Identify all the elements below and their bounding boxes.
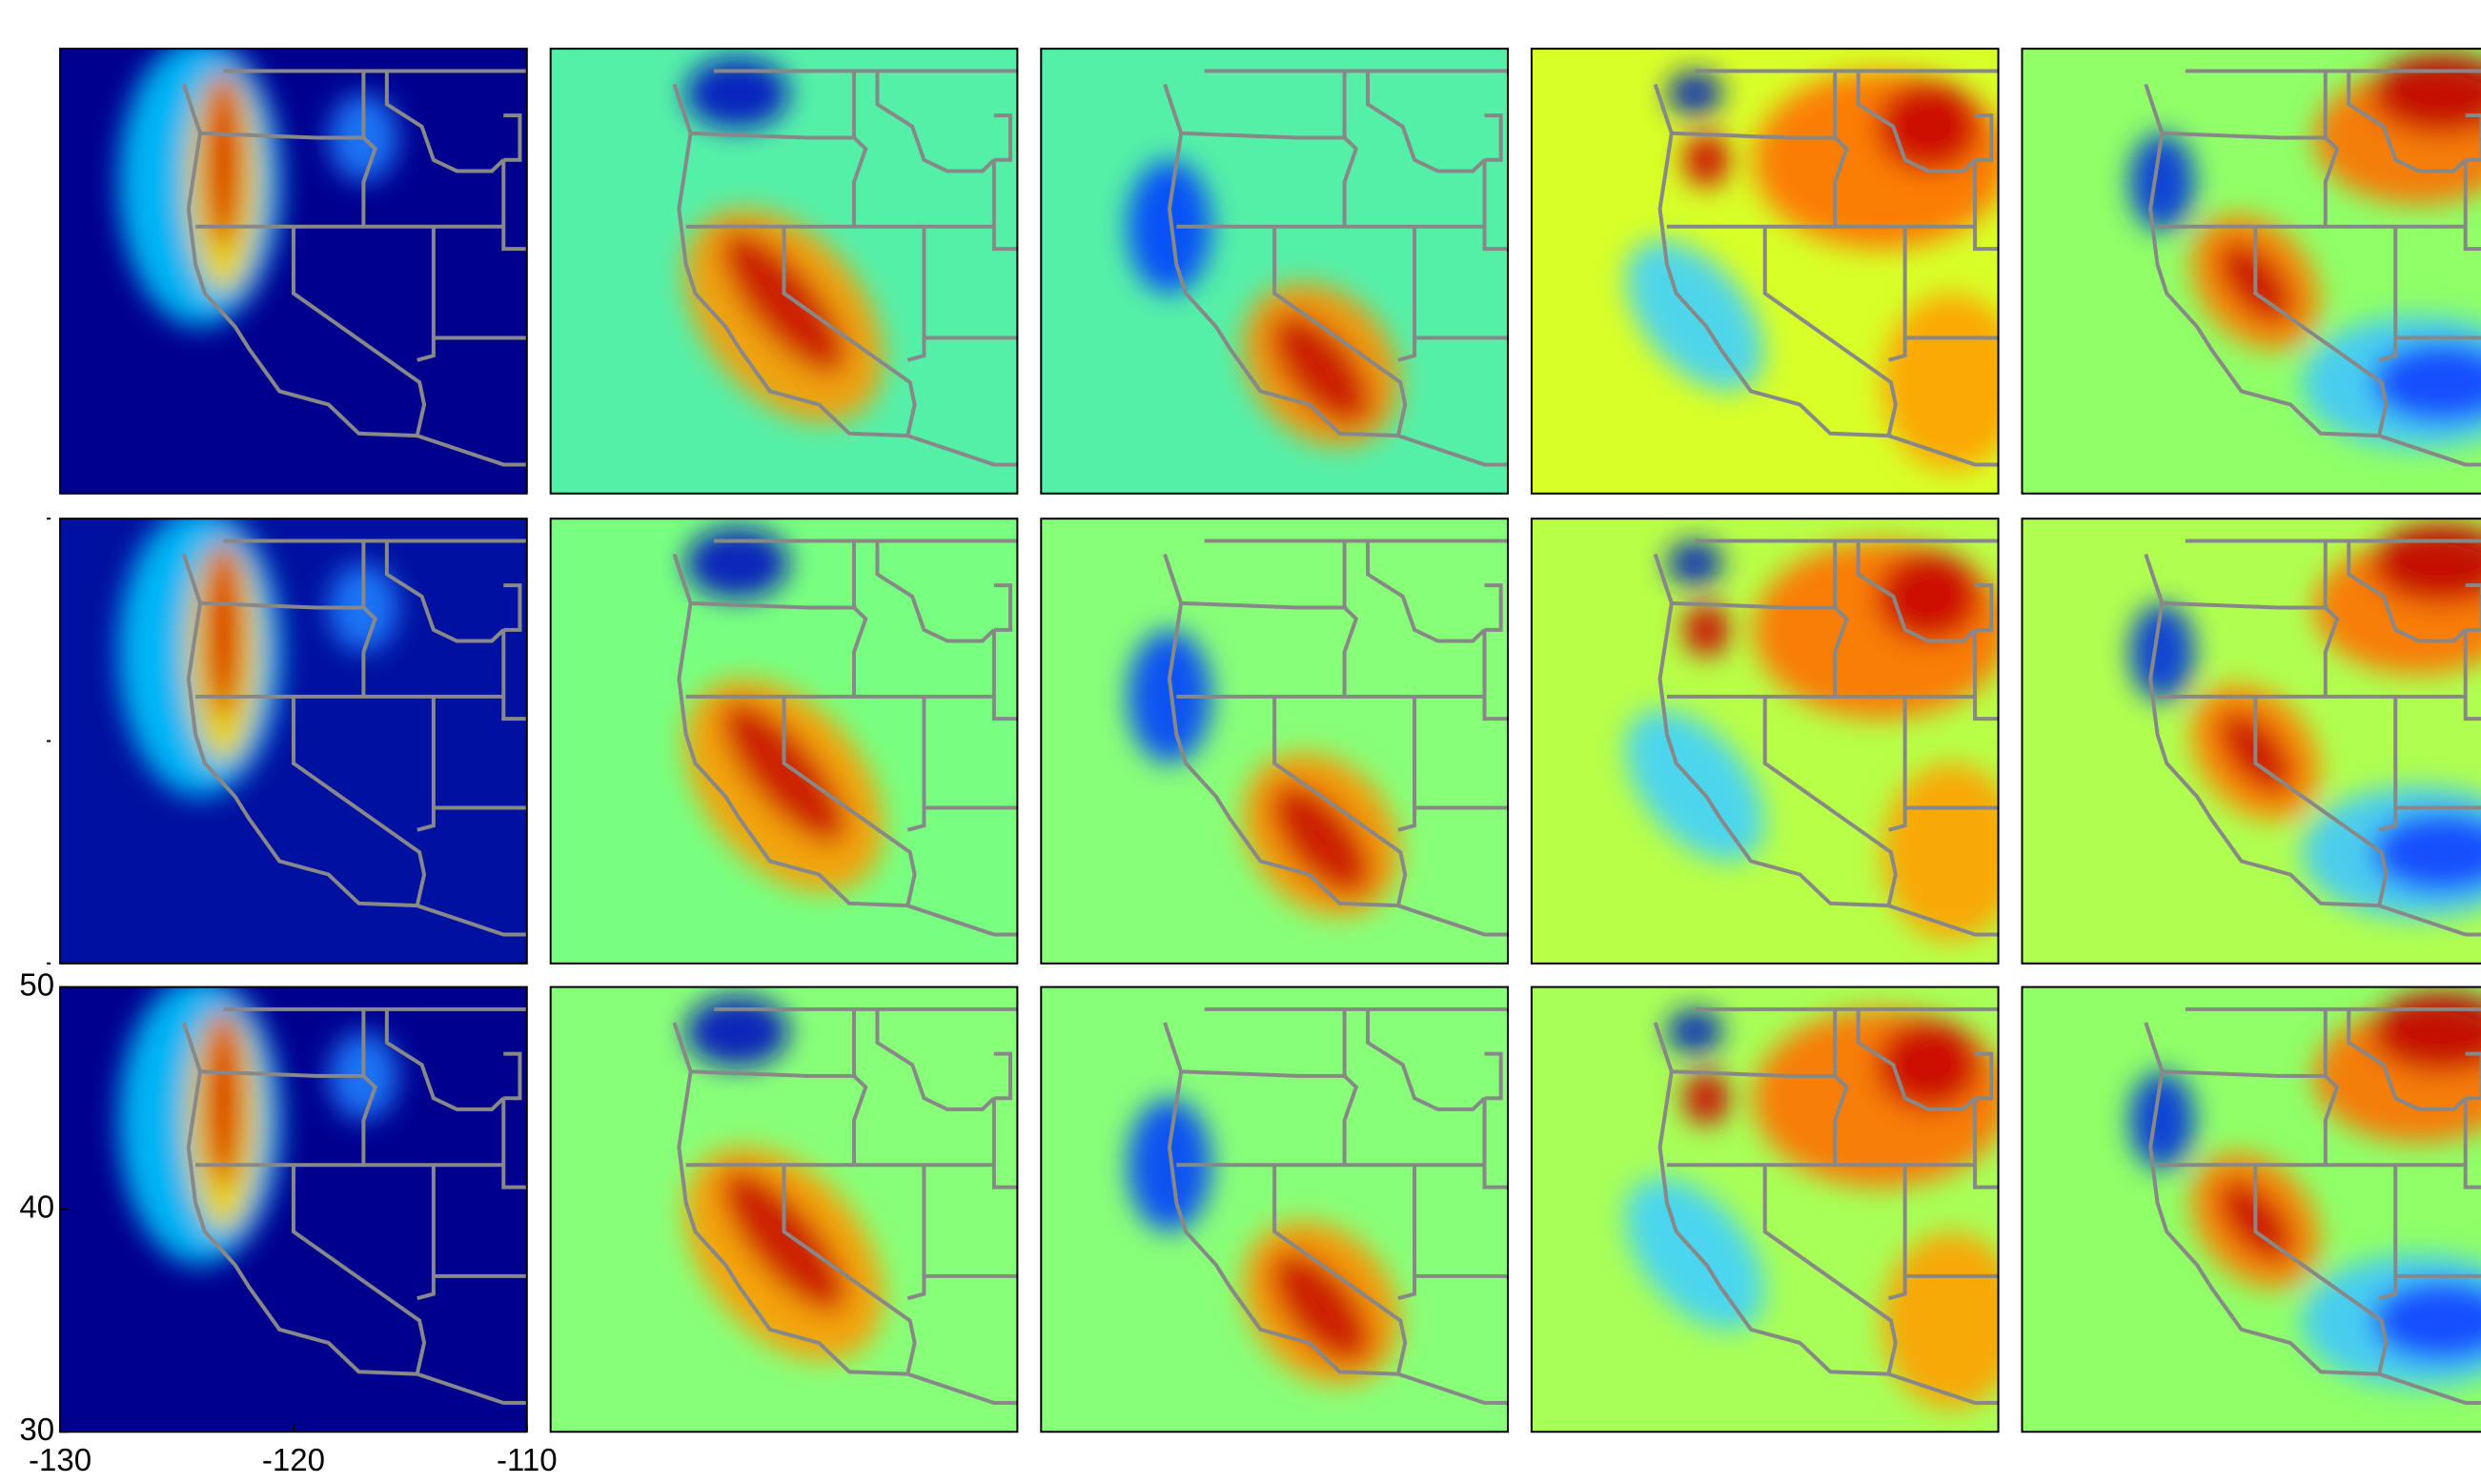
map-panel — [1532, 49, 2045, 494]
map-panel — [2022, 518, 2481, 964]
page: {"chart_data": {"type": "heatmap-map-gri… — [0, 0, 2481, 1484]
field-blob — [2129, 133, 2195, 232]
field-blob — [686, 528, 789, 600]
field-blob — [1753, 1009, 2009, 1188]
field-blob — [686, 996, 789, 1067]
field-blob — [1753, 71, 2009, 249]
field-blob — [686, 57, 789, 129]
field-blob — [1683, 1071, 1730, 1125]
x-tick-label: -120 — [262, 1442, 325, 1477]
field-blob — [1881, 763, 2022, 942]
map-panel — [1041, 49, 1555, 494]
field-blob — [205, 541, 242, 720]
map-panel — [551, 49, 1065, 494]
map-panel — [2022, 49, 2481, 494]
field-blob — [1667, 541, 1723, 586]
field-blob — [205, 71, 242, 249]
figure: 304050-130-120-110 — [0, 0, 2481, 1484]
x-tick-label: -110 — [497, 1442, 558, 1477]
field-blob — [1667, 1009, 1723, 1054]
y-tick-label: 50 — [19, 966, 54, 1002]
map-panel — [60, 508, 574, 964]
x-tick-label: -130 — [29, 1442, 92, 1477]
field-blob — [205, 1009, 242, 1188]
field-blob — [1683, 133, 1730, 187]
map-panel — [60, 976, 574, 1432]
map-panel — [2022, 987, 2481, 1433]
map-panel — [60, 37, 574, 493]
field-blob — [2129, 603, 2195, 701]
y-tick-label: 40 — [19, 1189, 54, 1225]
map-panel — [1532, 518, 2045, 964]
field-blob — [1753, 541, 2009, 720]
field-blob — [1667, 71, 1723, 115]
map-panel — [551, 987, 1065, 1433]
map-panel — [1532, 987, 2045, 1433]
map-panel — [551, 518, 1065, 964]
map-panel — [1041, 987, 1555, 1433]
field-blob — [1683, 603, 1730, 657]
map-panel — [1041, 518, 1555, 964]
field-blob — [2129, 1071, 2195, 1169]
field-blob — [1881, 294, 2022, 472]
field-blob — [1881, 1231, 2022, 1410]
